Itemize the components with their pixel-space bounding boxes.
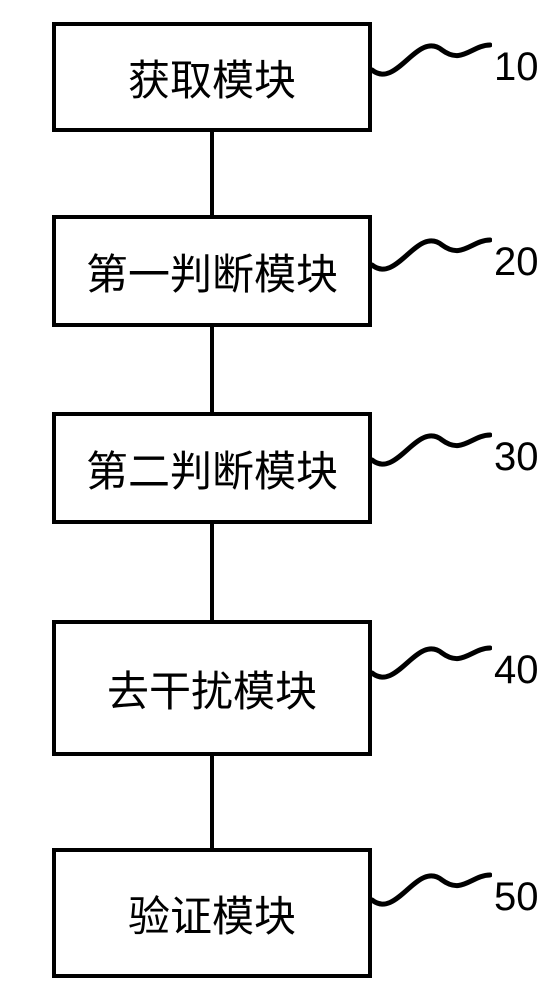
lead-line-icon [372, 35, 492, 85]
node-acquire-module: 获取模块 [52, 22, 372, 132]
connector [210, 327, 214, 412]
node-number: 40 [494, 648, 539, 693]
node-number: 50 [494, 875, 539, 920]
node-first-judgement-module: 第一判断模块 [52, 215, 372, 327]
node-de-interference-module: 去干扰模块 [52, 620, 372, 756]
node-verification-module: 验证模块 [52, 848, 372, 978]
connector [210, 756, 214, 848]
lead-line-icon [372, 425, 492, 475]
node-number: 20 [494, 240, 539, 285]
node-number: 30 [494, 435, 539, 480]
node-second-judgement-module: 第二判断模块 [52, 412, 372, 524]
node-label: 第二判断模块 [86, 438, 338, 499]
node-label: 去干扰模块 [107, 658, 317, 719]
lead-line-icon [372, 230, 492, 280]
node-label: 验证模块 [128, 883, 296, 944]
lead-line-icon [372, 865, 492, 915]
connector [210, 132, 214, 215]
lead-line-icon [372, 638, 492, 688]
node-label: 获取模块 [128, 47, 296, 108]
node-number: 10 [494, 45, 539, 90]
connector [210, 524, 214, 620]
diagram-canvas: 获取模块 10 第一判断模块 20 第二判断模块 30 去干扰模块 40 [0, 0, 556, 1000]
node-label: 第一判断模块 [86, 241, 338, 302]
